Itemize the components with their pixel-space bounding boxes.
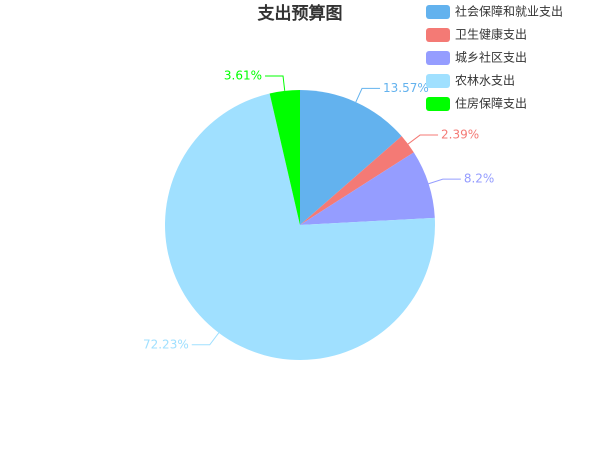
pie-slice[interactable]: [300, 90, 402, 225]
data-label: 3.61%: [224, 68, 262, 82]
legend-label[interactable]: 社会保障和就业支出: [455, 4, 563, 19]
label-line: [407, 134, 439, 145]
label-line: [191, 332, 220, 346]
label-line: [428, 178, 461, 185]
pie-slice[interactable]: [300, 136, 414, 225]
legend-swatch[interactable]: [426, 28, 450, 42]
pie-slice[interactable]: [269, 90, 300, 225]
label-line: [355, 87, 381, 103]
label-line: [265, 75, 286, 91]
legend-swatch[interactable]: [426, 5, 450, 19]
data-label: 2.39%: [441, 128, 479, 142]
data-label: 8.2%: [464, 172, 495, 186]
data-label: 13.57%: [383, 81, 429, 95]
pie-slice[interactable]: [300, 152, 435, 225]
data-label: 72.23%: [143, 337, 189, 351]
legend-label[interactable]: 卫生健康支出: [455, 27, 527, 42]
legend-swatch[interactable]: [426, 51, 450, 65]
legend-label[interactable]: 城乡社区支出: [455, 50, 527, 65]
pie-slice[interactable]: [165, 93, 436, 360]
legend-label[interactable]: 农林水支出: [455, 74, 515, 88]
chart-title: 支出预算图: [258, 3, 343, 24]
legend-label[interactable]: 住房保障支出: [455, 96, 527, 111]
legend-swatch[interactable]: [426, 74, 450, 88]
legend-swatch[interactable]: [426, 97, 450, 111]
